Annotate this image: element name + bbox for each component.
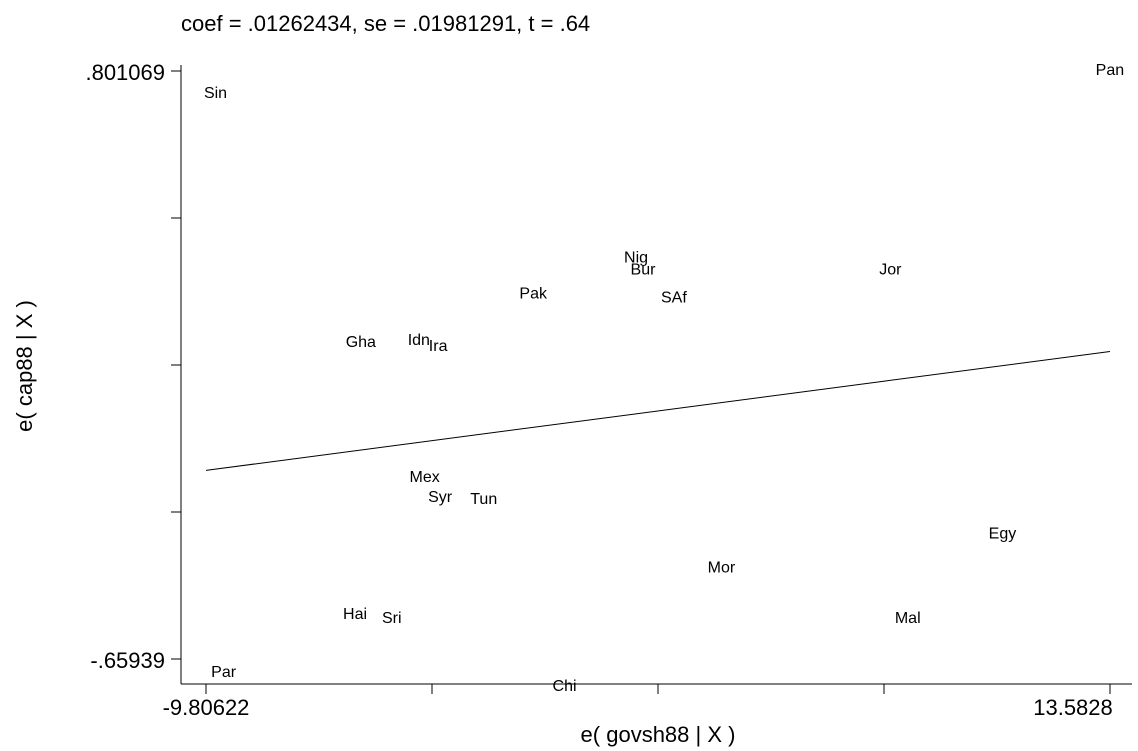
point-label-jor: Jor (879, 262, 902, 279)
axes (171, 65, 1132, 694)
point-label-chi: Chi (553, 678, 577, 695)
point-label-syr: Syr (428, 489, 453, 506)
point-label-mex: Mex (409, 469, 439, 486)
point-label-tun: Tun (470, 491, 497, 508)
point-label-saf: SAf (661, 290, 687, 307)
point-label-bur: Bur (631, 262, 657, 279)
point-label-par: Par (211, 664, 237, 681)
point-label-sri: Sri (382, 610, 402, 627)
fit-line-group (205, 350, 1111, 471)
y-axis-label: e( cap88 | X ) (12, 300, 37, 432)
y-tick-label-max: .801069 (85, 60, 165, 85)
x-tick-label-max: 13.5828 (1033, 695, 1113, 720)
point-label-gha: Gha (346, 334, 376, 351)
point-label-mal: Mal (895, 610, 921, 627)
point-label-nig: Nig (624, 249, 648, 266)
point-label-pan: Pan (1096, 62, 1124, 79)
fit-line (205, 350, 1111, 471)
point-label-hai: Hai (343, 606, 367, 623)
x-tick-label-min: -9.80622 (163, 695, 250, 720)
y-tick-label-min: -.65939 (90, 648, 165, 673)
point-label-mor: Mor (708, 559, 736, 576)
point-label-ira: Ira (429, 338, 448, 355)
point-label-idn: Idn (408, 332, 430, 349)
x-axis-label: e( govsh88 | X ) (581, 722, 736, 747)
point-label-sin: Sin (204, 85, 227, 102)
point-label-pak: Pak (519, 286, 548, 303)
chart-title: coef = .01262434, se = .01981291, t = .6… (181, 11, 590, 36)
point-label-egy: Egy (989, 525, 1017, 542)
